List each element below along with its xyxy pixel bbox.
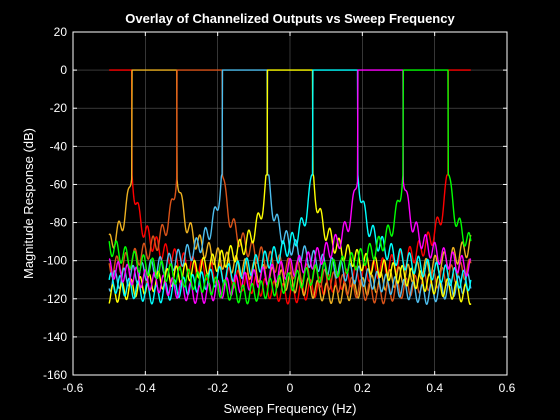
channel-8-line	[108, 69, 472, 305]
y-tick-label: -80	[50, 216, 68, 230]
x-tick-label: 0.6	[499, 381, 516, 395]
channel-4-line	[108, 69, 472, 305]
chart-title: Overlay of Channelized Outputs vs Sweep …	[125, 11, 455, 26]
x-tick-label: -0.2	[207, 381, 228, 395]
x-tick-label: 0.2	[354, 381, 371, 395]
x-tick-label: -0.6	[63, 381, 84, 395]
y-tick-label: -120	[43, 292, 67, 306]
x-tick-label: -0.4	[135, 381, 156, 395]
y-tick-label: -140	[43, 330, 67, 344]
y-tick-label: -20	[50, 101, 68, 115]
y-axis-label: Magnitude Response (dB)	[21, 128, 36, 279]
series-layer	[108, 69, 472, 306]
channel-6-line	[108, 69, 472, 305]
x-tick-label: 0.4	[426, 381, 443, 395]
channel-5-line	[108, 69, 472, 306]
ticks: -0.6 -0.4 -0.2 0 0.2 0.4 0.6 -160 -140 -120 -100 -8…	[43, 25, 516, 395]
y-tick-label: -100	[43, 254, 67, 268]
channel-1-line	[108, 69, 472, 305]
y-tick-label: -40	[50, 139, 68, 153]
x-tick-label: 0	[287, 381, 294, 395]
x-axis-label: Sweep Frequency (Hz)	[224, 401, 357, 416]
channel-7-line	[108, 69, 472, 305]
y-tick-label: -160	[43, 368, 67, 382]
y-tick-label: 20	[54, 25, 68, 39]
channel-2-line	[108, 69, 472, 305]
y-tick-label: -60	[50, 177, 68, 191]
y-tick-label: 0	[60, 63, 67, 77]
